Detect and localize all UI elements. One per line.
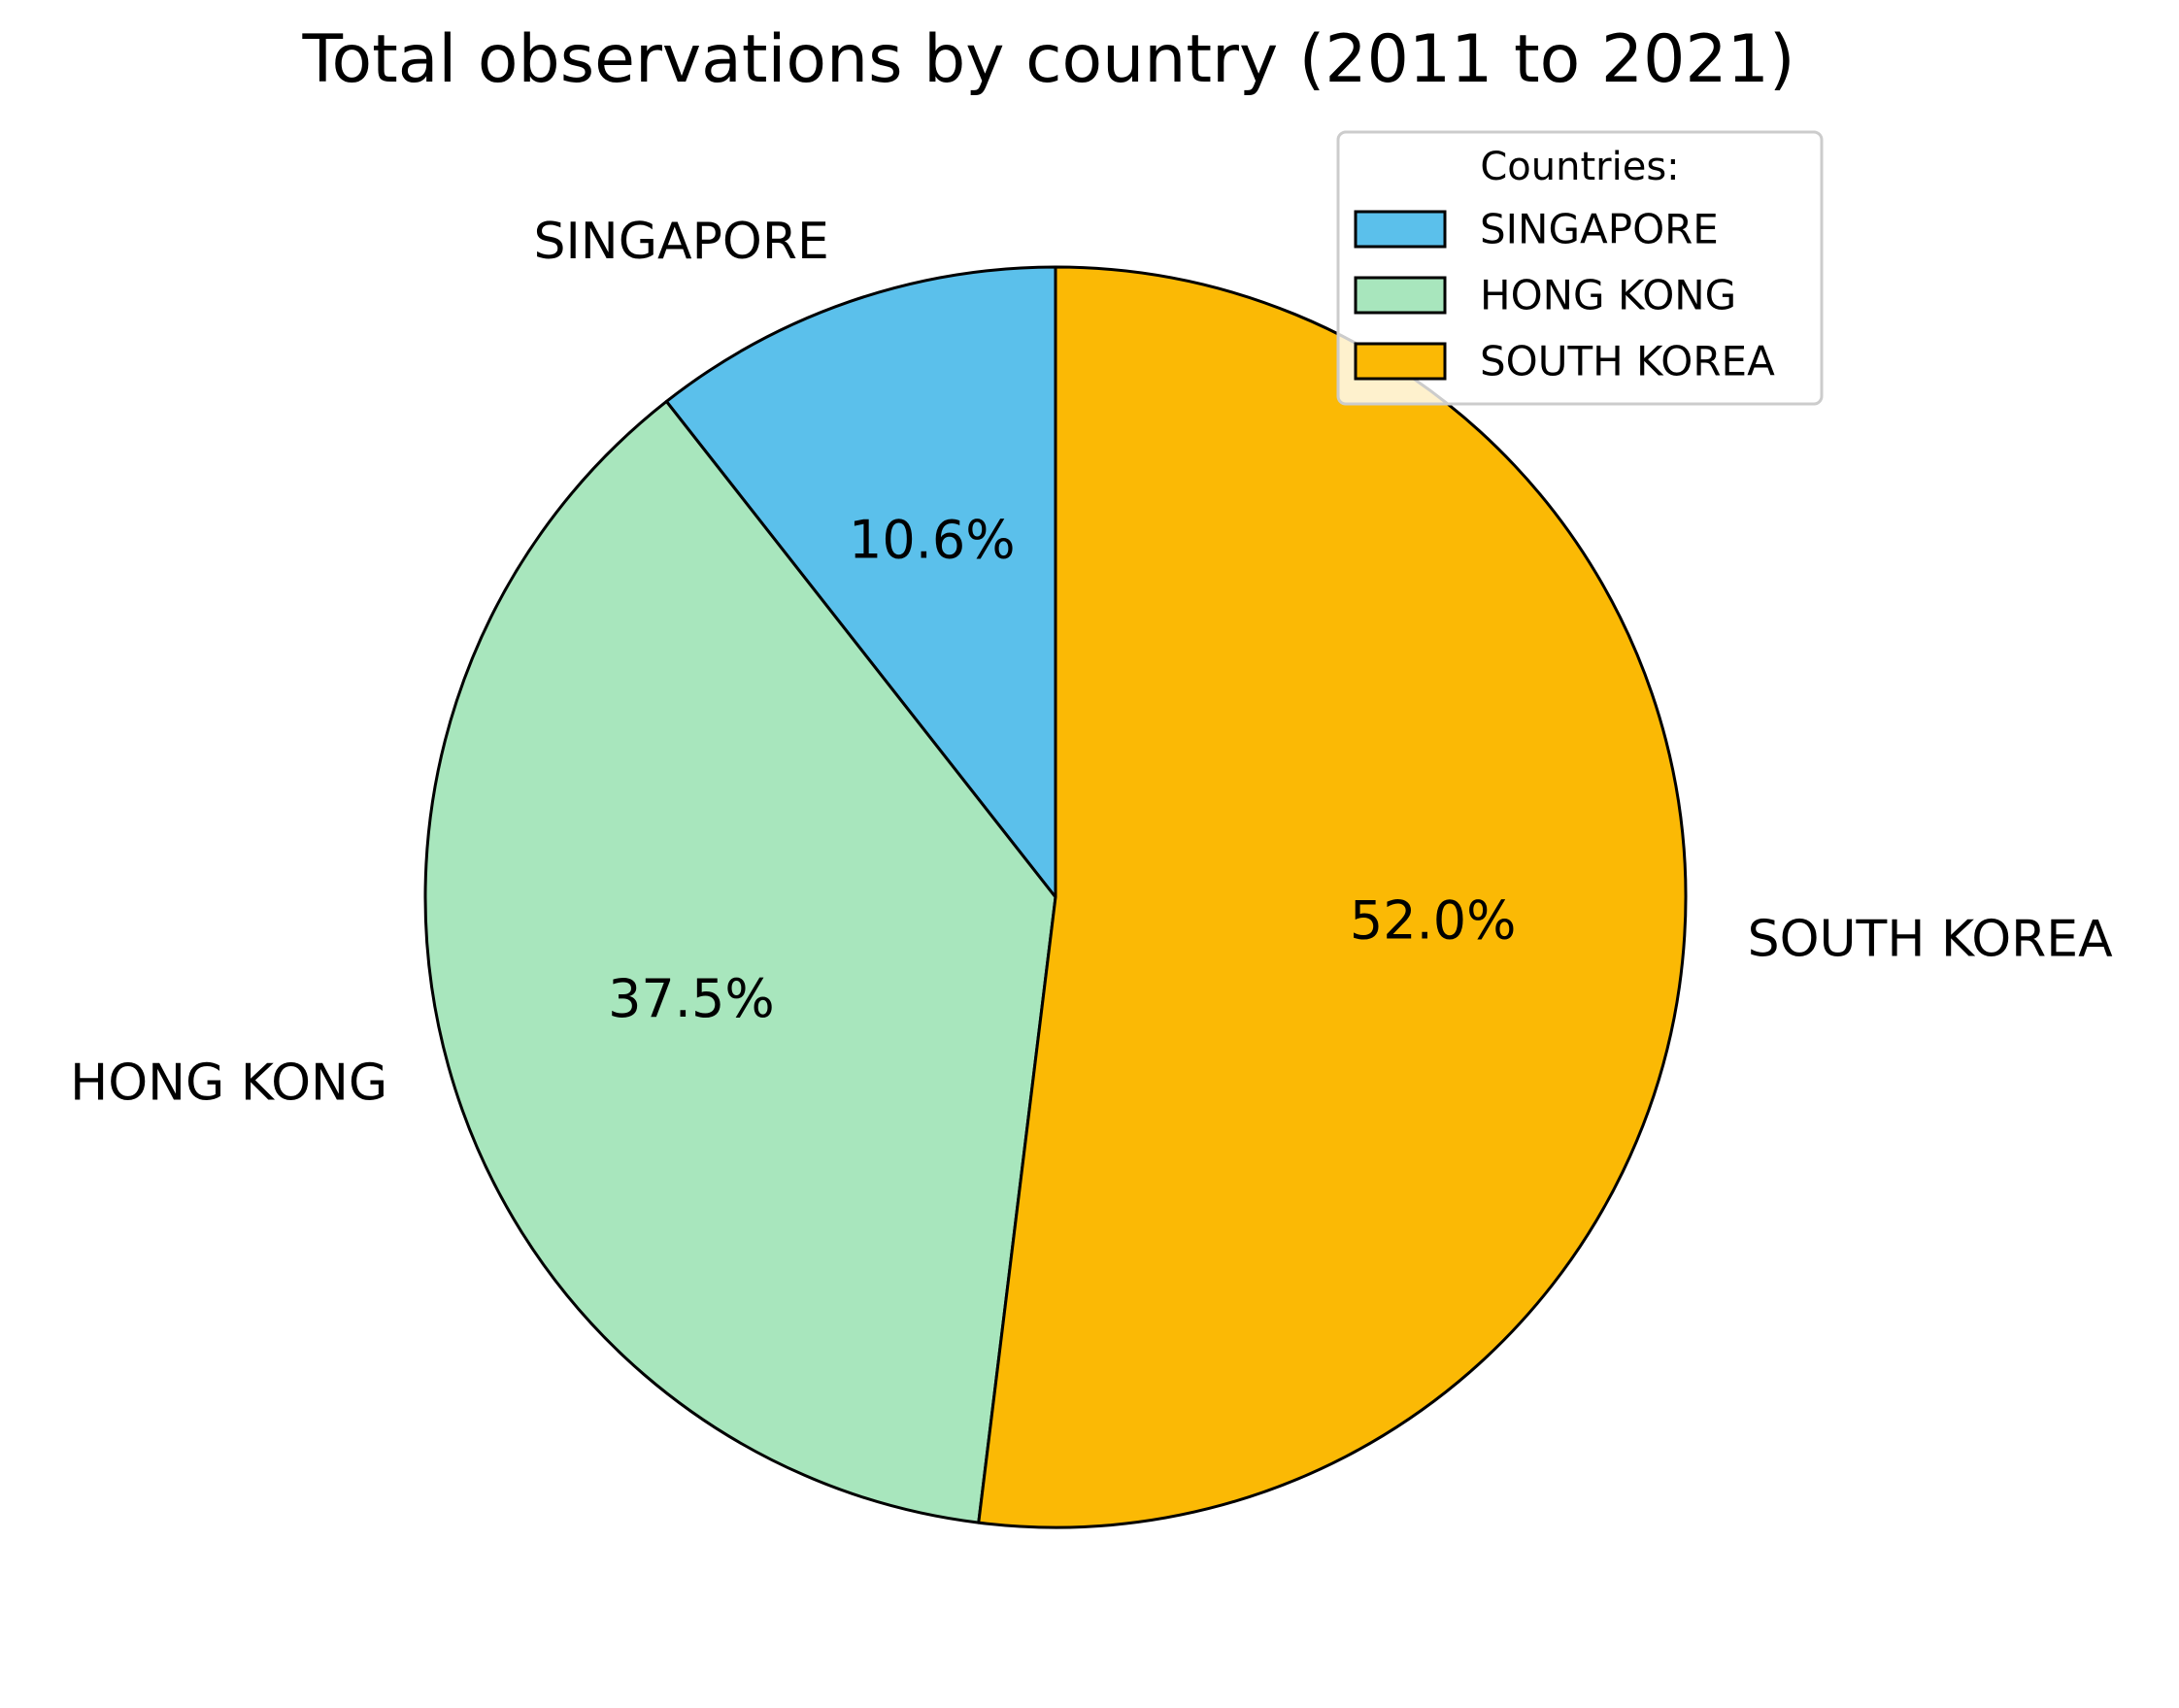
legend-swatch-south-korea (1354, 342, 1447, 381)
pie-slices (423, 265, 1688, 1529)
slice-label-south-korea: SOUTH KOREA (1748, 911, 2114, 969)
chart-title: Total observations by country (2011 to 2… (302, 21, 1795, 98)
legend-label-singapore: SINGAPORE (1480, 206, 1719, 253)
percent-label-singapore: 10.6% (849, 509, 1016, 570)
slice-label-singapore: SINGAPORE (533, 213, 828, 271)
legend-swatch-singapore (1354, 210, 1447, 249)
legend-entries: SINGAPORE HONG KONG SOUTH KOREA (1354, 206, 1775, 385)
legend-label-hong-kong: HONG KONG (1480, 272, 1736, 319)
legend-title: Countries: (1480, 145, 1679, 189)
legend-swatch-hong-kong (1354, 276, 1447, 315)
slice-labels: SINGAPORE HONG KONG SOUTH KOREA (70, 213, 2113, 1112)
pie-slice-hong-kong (423, 399, 1057, 1524)
slice-label-hong-kong: HONG KONG (70, 1054, 387, 1112)
legend: Countries: SINGAPORE HONG KONG SOUTH KOREA (1336, 130, 1824, 406)
percent-labels: 10.6% 37.5% 52.0% (608, 509, 1516, 1028)
percent-label-hong-kong: 37.5% (608, 968, 775, 1029)
pie-slice-singapore (664, 265, 1057, 899)
percent-label-south-korea: 52.0% (1350, 889, 1517, 951)
pie-slice-south-korea (977, 265, 1688, 1529)
legend-box (1336, 130, 1824, 406)
legend-label-south-korea: SOUTH KOREA (1480, 338, 1775, 385)
